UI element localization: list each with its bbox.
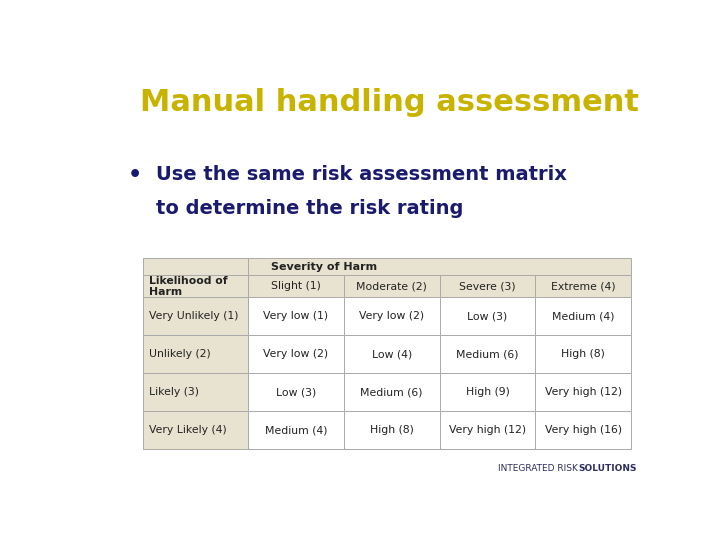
FancyBboxPatch shape xyxy=(536,373,631,411)
Text: Medium (6): Medium (6) xyxy=(456,349,519,360)
Text: •: • xyxy=(128,165,142,185)
FancyBboxPatch shape xyxy=(536,298,631,335)
FancyBboxPatch shape xyxy=(344,298,440,335)
FancyBboxPatch shape xyxy=(143,258,248,275)
Text: Very high (12): Very high (12) xyxy=(449,426,526,435)
Text: Slight (1): Slight (1) xyxy=(271,281,321,292)
Text: Medium (4): Medium (4) xyxy=(265,426,327,435)
Text: Low (3): Low (3) xyxy=(276,387,316,397)
Text: Very Likely (4): Very Likely (4) xyxy=(149,426,227,435)
FancyBboxPatch shape xyxy=(248,373,344,411)
FancyBboxPatch shape xyxy=(143,298,248,335)
Text: Very low (2): Very low (2) xyxy=(359,312,424,321)
Text: High (9): High (9) xyxy=(466,387,510,397)
Text: to determine the risk rating: to determine the risk rating xyxy=(156,199,463,218)
Text: Low (3): Low (3) xyxy=(467,312,508,321)
FancyBboxPatch shape xyxy=(344,411,440,449)
Text: Likely (3): Likely (3) xyxy=(149,387,199,397)
FancyBboxPatch shape xyxy=(536,411,631,449)
FancyBboxPatch shape xyxy=(248,258,631,275)
Text: Unlikely (2): Unlikely (2) xyxy=(149,349,211,360)
Text: Moderate (2): Moderate (2) xyxy=(356,281,427,292)
FancyBboxPatch shape xyxy=(248,298,344,335)
FancyBboxPatch shape xyxy=(344,335,440,373)
Text: Use the same risk assessment matrix: Use the same risk assessment matrix xyxy=(156,165,567,184)
Text: SOLUTIONS: SOLUTIONS xyxy=(579,464,637,473)
FancyBboxPatch shape xyxy=(248,275,344,298)
FancyBboxPatch shape xyxy=(143,335,248,373)
Text: Very low (1): Very low (1) xyxy=(264,312,328,321)
FancyBboxPatch shape xyxy=(440,275,536,298)
Text: Very high (16): Very high (16) xyxy=(545,426,622,435)
FancyBboxPatch shape xyxy=(440,411,536,449)
Text: Manual handling assessment: Manual handling assessment xyxy=(140,87,639,117)
FancyBboxPatch shape xyxy=(143,275,248,298)
Text: Very high (12): Very high (12) xyxy=(545,387,622,397)
FancyBboxPatch shape xyxy=(536,335,631,373)
Text: Medium (6): Medium (6) xyxy=(361,387,423,397)
Text: Likelihood of
Harm: Likelihood of Harm xyxy=(149,275,228,297)
FancyBboxPatch shape xyxy=(440,335,536,373)
FancyBboxPatch shape xyxy=(440,373,536,411)
FancyBboxPatch shape xyxy=(536,275,631,298)
Text: INTEGRATED RISK: INTEGRATED RISK xyxy=(498,464,581,473)
FancyBboxPatch shape xyxy=(143,373,248,411)
FancyBboxPatch shape xyxy=(344,373,440,411)
FancyBboxPatch shape xyxy=(248,335,344,373)
Text: Very low (2): Very low (2) xyxy=(264,349,328,360)
Text: High (8): High (8) xyxy=(370,426,414,435)
FancyBboxPatch shape xyxy=(440,298,536,335)
Text: Severity of Harm: Severity of Harm xyxy=(271,262,377,272)
Text: Medium (4): Medium (4) xyxy=(552,312,615,321)
Text: Severe (3): Severe (3) xyxy=(459,281,516,292)
FancyBboxPatch shape xyxy=(143,411,248,449)
Text: Extreme (4): Extreme (4) xyxy=(551,281,616,292)
Text: Low (4): Low (4) xyxy=(372,349,412,360)
Text: Very Unlikely (1): Very Unlikely (1) xyxy=(149,312,239,321)
FancyBboxPatch shape xyxy=(248,411,344,449)
Text: High (8): High (8) xyxy=(562,349,606,360)
FancyBboxPatch shape xyxy=(344,275,440,298)
